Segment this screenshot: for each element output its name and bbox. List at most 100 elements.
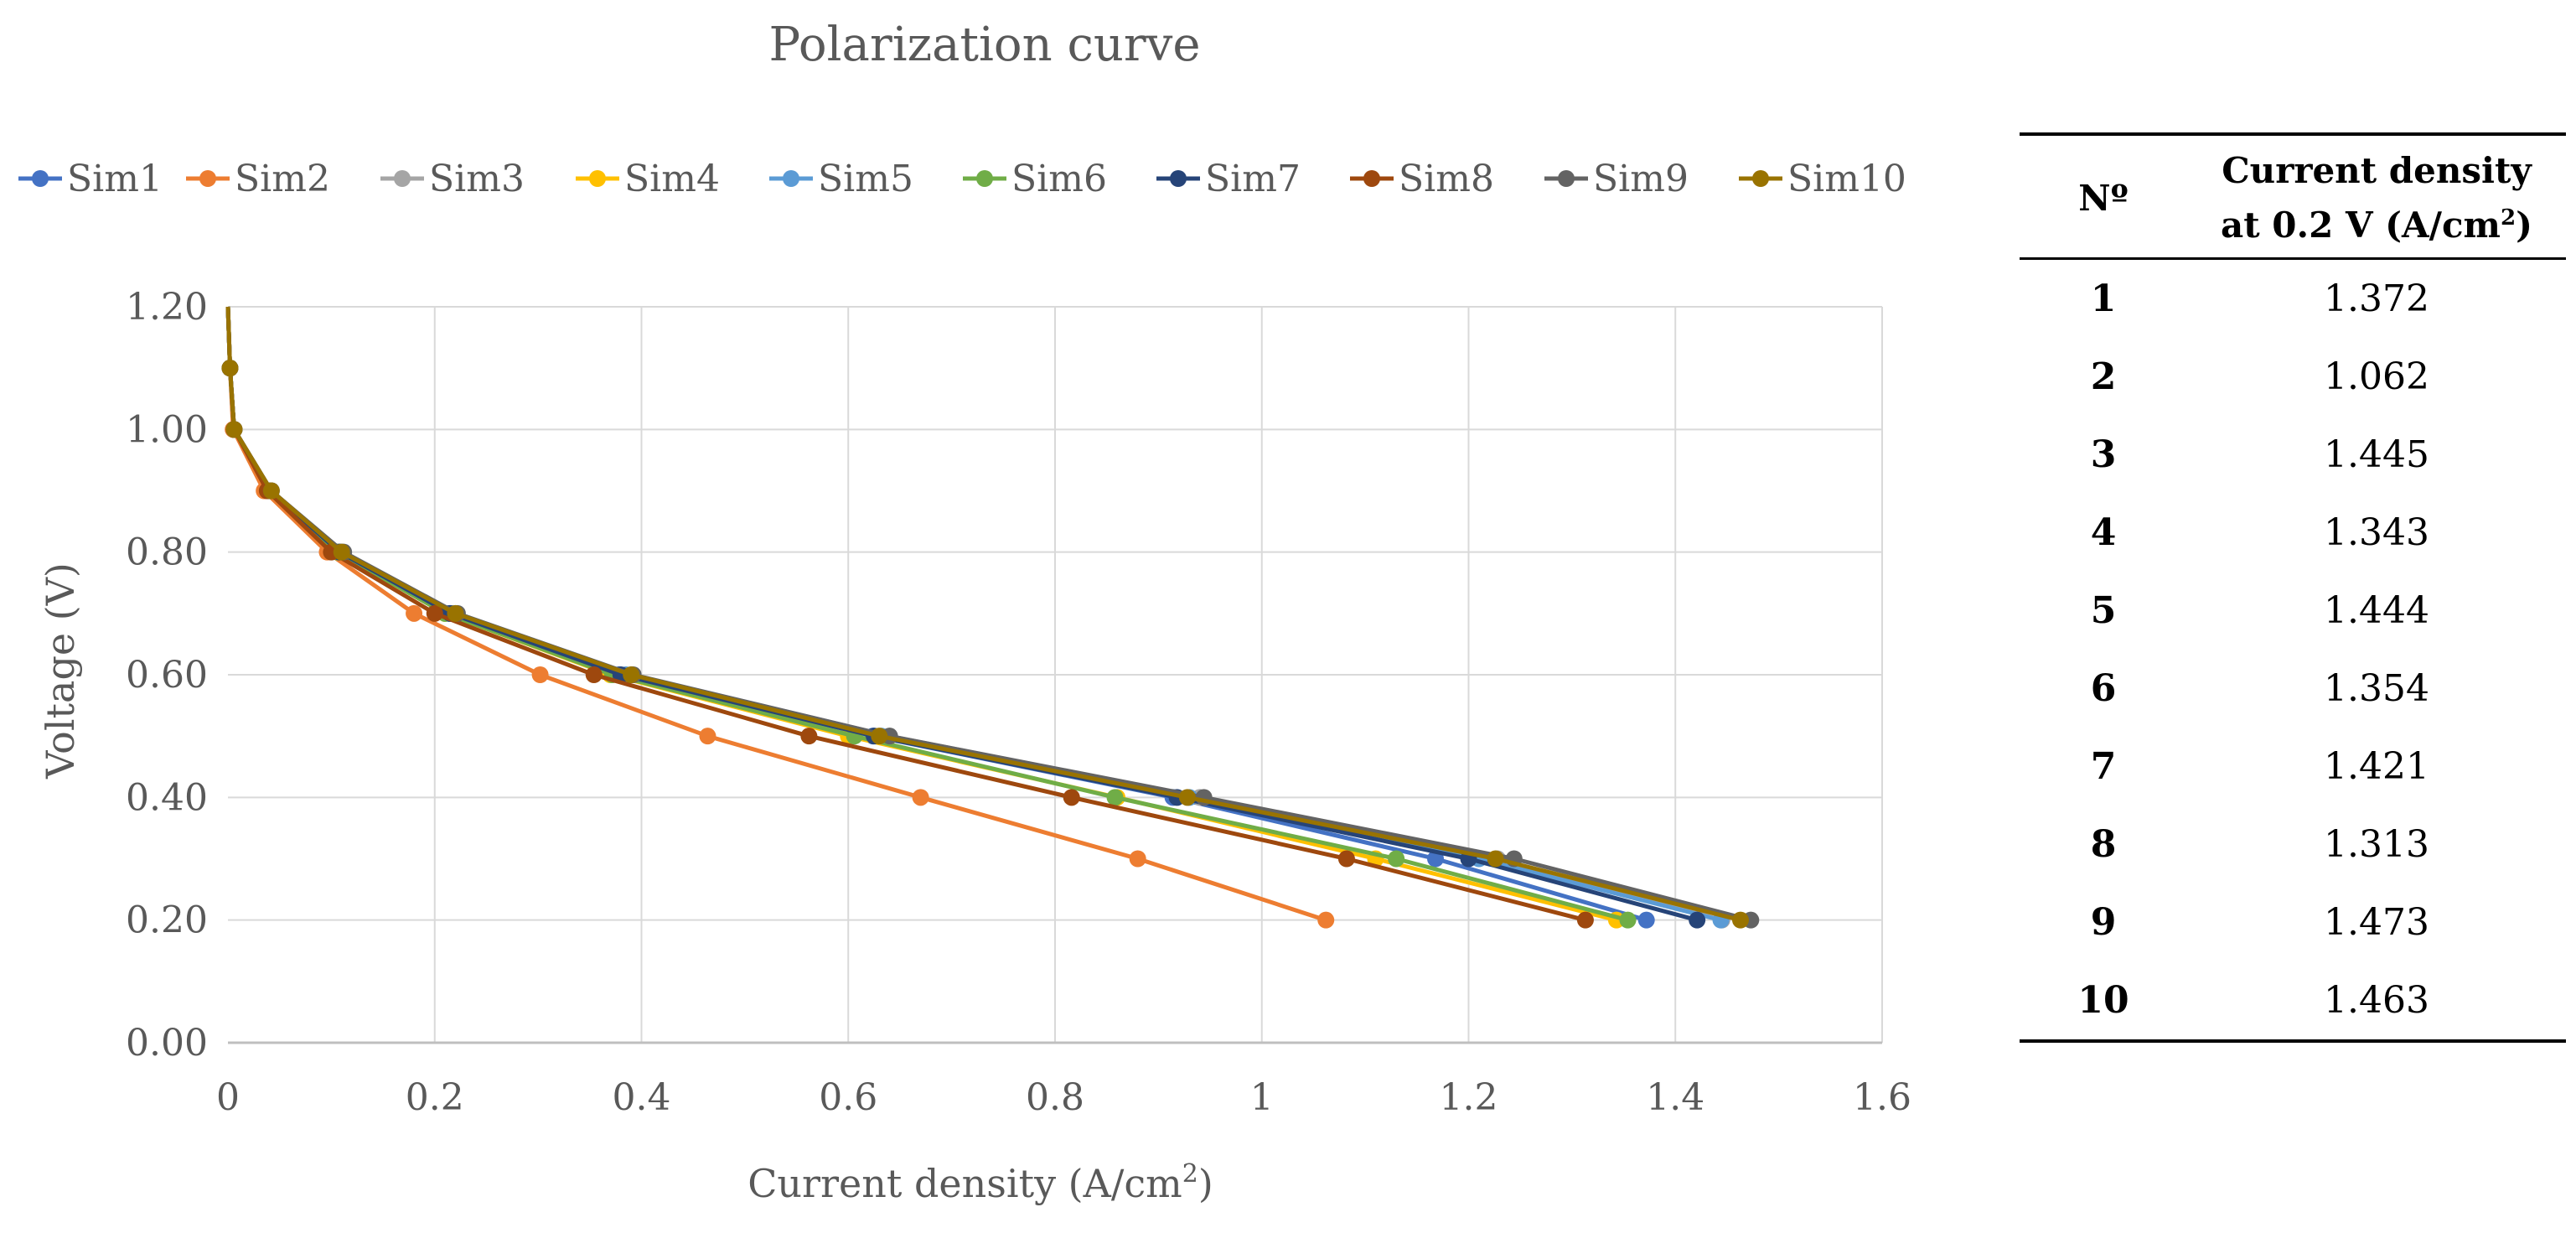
data-point bbox=[447, 604, 464, 622]
y-tick-label: 0.60 bbox=[126, 654, 208, 697]
current-density-value: 1.421 bbox=[2324, 745, 2429, 788]
legend-marker bbox=[1752, 170, 1769, 187]
data-point bbox=[1129, 850, 1146, 868]
y-axis-title: Voltage (V) bbox=[38, 562, 83, 780]
current-density-value: 1.062 bbox=[2324, 355, 2429, 398]
data-point bbox=[699, 728, 716, 745]
legend-item-sim10: Sim10 bbox=[1739, 158, 1906, 200]
legend-label: Sim5 bbox=[818, 158, 913, 200]
chart-grid bbox=[228, 306, 1883, 1043]
table-header-current-density: Current density at 0.2 V (A/cm2) bbox=[2187, 134, 2566, 259]
table-row: 6 1.354 bbox=[2020, 650, 2566, 728]
current-density-value: 1.473 bbox=[2324, 901, 2429, 944]
x-tick-label: 1.2 bbox=[1440, 1076, 1498, 1119]
legend-label: Sim2 bbox=[235, 158, 330, 200]
current-density-value: 1.445 bbox=[2324, 433, 2429, 476]
x-tick-label: 1 bbox=[1250, 1076, 1274, 1119]
data-point bbox=[1337, 850, 1355, 868]
data-point bbox=[1388, 850, 1405, 868]
legend-label: Sim9 bbox=[1593, 158, 1689, 200]
x-tick-label: 0 bbox=[216, 1076, 240, 1119]
legend-item-sim3: Sim3 bbox=[380, 158, 525, 200]
chart-series bbox=[221, 306, 1760, 929]
polarization-chart: Polarization curve Sim1 Sim2 Sim3 Sim4 Sim5 S… bbox=[18, 18, 1911, 1206]
x-tick-label: 1.4 bbox=[1646, 1076, 1704, 1119]
legend-marker bbox=[1363, 170, 1380, 187]
legend-item-sim9: Sim9 bbox=[1544, 158, 1689, 200]
series-line bbox=[225, 306, 1327, 923]
legend-marker bbox=[32, 170, 49, 187]
y-tick-label: 1.00 bbox=[126, 408, 208, 451]
current-density-value: 1.313 bbox=[2324, 823, 2429, 866]
chart-title: Polarization curve bbox=[769, 18, 1201, 72]
x-axis-title: Current density (A/cm2) bbox=[747, 1159, 1213, 1206]
table-row: 10 1.463 bbox=[2020, 961, 2566, 1041]
legend-label: Sim3 bbox=[429, 158, 525, 200]
table-row: 4 1.343 bbox=[2020, 494, 2566, 572]
header-line1: Current density bbox=[2222, 150, 2532, 191]
row-number: 6 bbox=[2090, 667, 2117, 710]
legend-marker bbox=[394, 170, 411, 187]
table-row: 7 1.421 bbox=[2020, 728, 2566, 806]
x-tick-label: 1.6 bbox=[1853, 1076, 1911, 1119]
legend-item-sim7: Sim7 bbox=[1156, 158, 1301, 200]
legend-marker bbox=[783, 170, 799, 187]
data-point bbox=[1689, 911, 1706, 929]
data-point bbox=[1637, 911, 1655, 929]
current-density-value: 1.372 bbox=[2324, 277, 2429, 320]
data-point bbox=[1106, 789, 1124, 806]
row-number: 9 bbox=[2090, 901, 2117, 944]
data-point bbox=[585, 666, 603, 683]
results-table: Nº Current density at 0.2 V (A/cm2) 1 1.3… bbox=[2020, 132, 2566, 1043]
data-point bbox=[262, 482, 280, 500]
data-point bbox=[1063, 789, 1080, 806]
chart-axes: 0.00 0.20 0.40 0.60 0.80 1.00 1.20 0 0.2 0.4 0.6 0.… bbox=[126, 286, 1911, 1119]
legend-marker bbox=[976, 170, 993, 187]
data-point bbox=[426, 604, 443, 622]
data-point bbox=[1619, 911, 1637, 929]
legend-item-sim5: Sim5 bbox=[769, 158, 913, 200]
data-point bbox=[1178, 789, 1196, 806]
legend-item-sim4: Sim4 bbox=[576, 158, 720, 200]
legend-item-sim1: Sim1 bbox=[18, 158, 163, 200]
legend-marker bbox=[1170, 170, 1187, 187]
data-point bbox=[1576, 911, 1594, 929]
table-row: 3 1.445 bbox=[2020, 416, 2566, 494]
x-tick-label: 0.2 bbox=[406, 1076, 464, 1119]
y-tick-label: 0.20 bbox=[126, 899, 208, 942]
legend-marker bbox=[199, 170, 216, 187]
data-point bbox=[623, 666, 640, 683]
series-sim10 bbox=[221, 306, 1749, 929]
legend-label: Sim8 bbox=[1399, 158, 1494, 200]
legend-marker bbox=[589, 170, 606, 187]
table-row: 2 1.062 bbox=[2020, 338, 2566, 416]
table-row: 9 1.473 bbox=[2020, 883, 2566, 961]
data-point bbox=[1317, 911, 1335, 929]
legend-marker bbox=[1558, 170, 1575, 187]
legend-item-sim2: Sim2 bbox=[186, 158, 330, 200]
y-tick-label: 0.40 bbox=[126, 776, 208, 819]
legend-label: Sim10 bbox=[1787, 158, 1906, 200]
current-density-value: 1.444 bbox=[2324, 589, 2429, 632]
row-number: 2 bbox=[2090, 355, 2117, 398]
legend-item-sim8: Sim8 bbox=[1350, 158, 1494, 200]
data-point bbox=[221, 360, 239, 377]
x-tick-label: 0.8 bbox=[1026, 1076, 1084, 1119]
data-point bbox=[531, 666, 549, 683]
data-point bbox=[1731, 911, 1749, 929]
row-number: 3 bbox=[2090, 433, 2117, 476]
row-number: 4 bbox=[2090, 511, 2117, 554]
row-number: 5 bbox=[2090, 589, 2117, 632]
table-header-no: Nº bbox=[2078, 177, 2129, 219]
series-sim2 bbox=[221, 306, 1335, 929]
data-point bbox=[225, 421, 243, 438]
y-tick-label: 1.20 bbox=[126, 286, 208, 329]
table-row: 1 1.372 bbox=[2020, 259, 2566, 339]
legend-item-sim6: Sim6 bbox=[963, 158, 1107, 200]
data-point bbox=[800, 728, 818, 745]
data-point bbox=[333, 543, 350, 561]
table-row: 5 1.444 bbox=[2020, 572, 2566, 650]
table-header-row: Nº Current density at 0.2 V (A/cm2) bbox=[2020, 134, 2566, 259]
row-number: 8 bbox=[2090, 823, 2117, 866]
